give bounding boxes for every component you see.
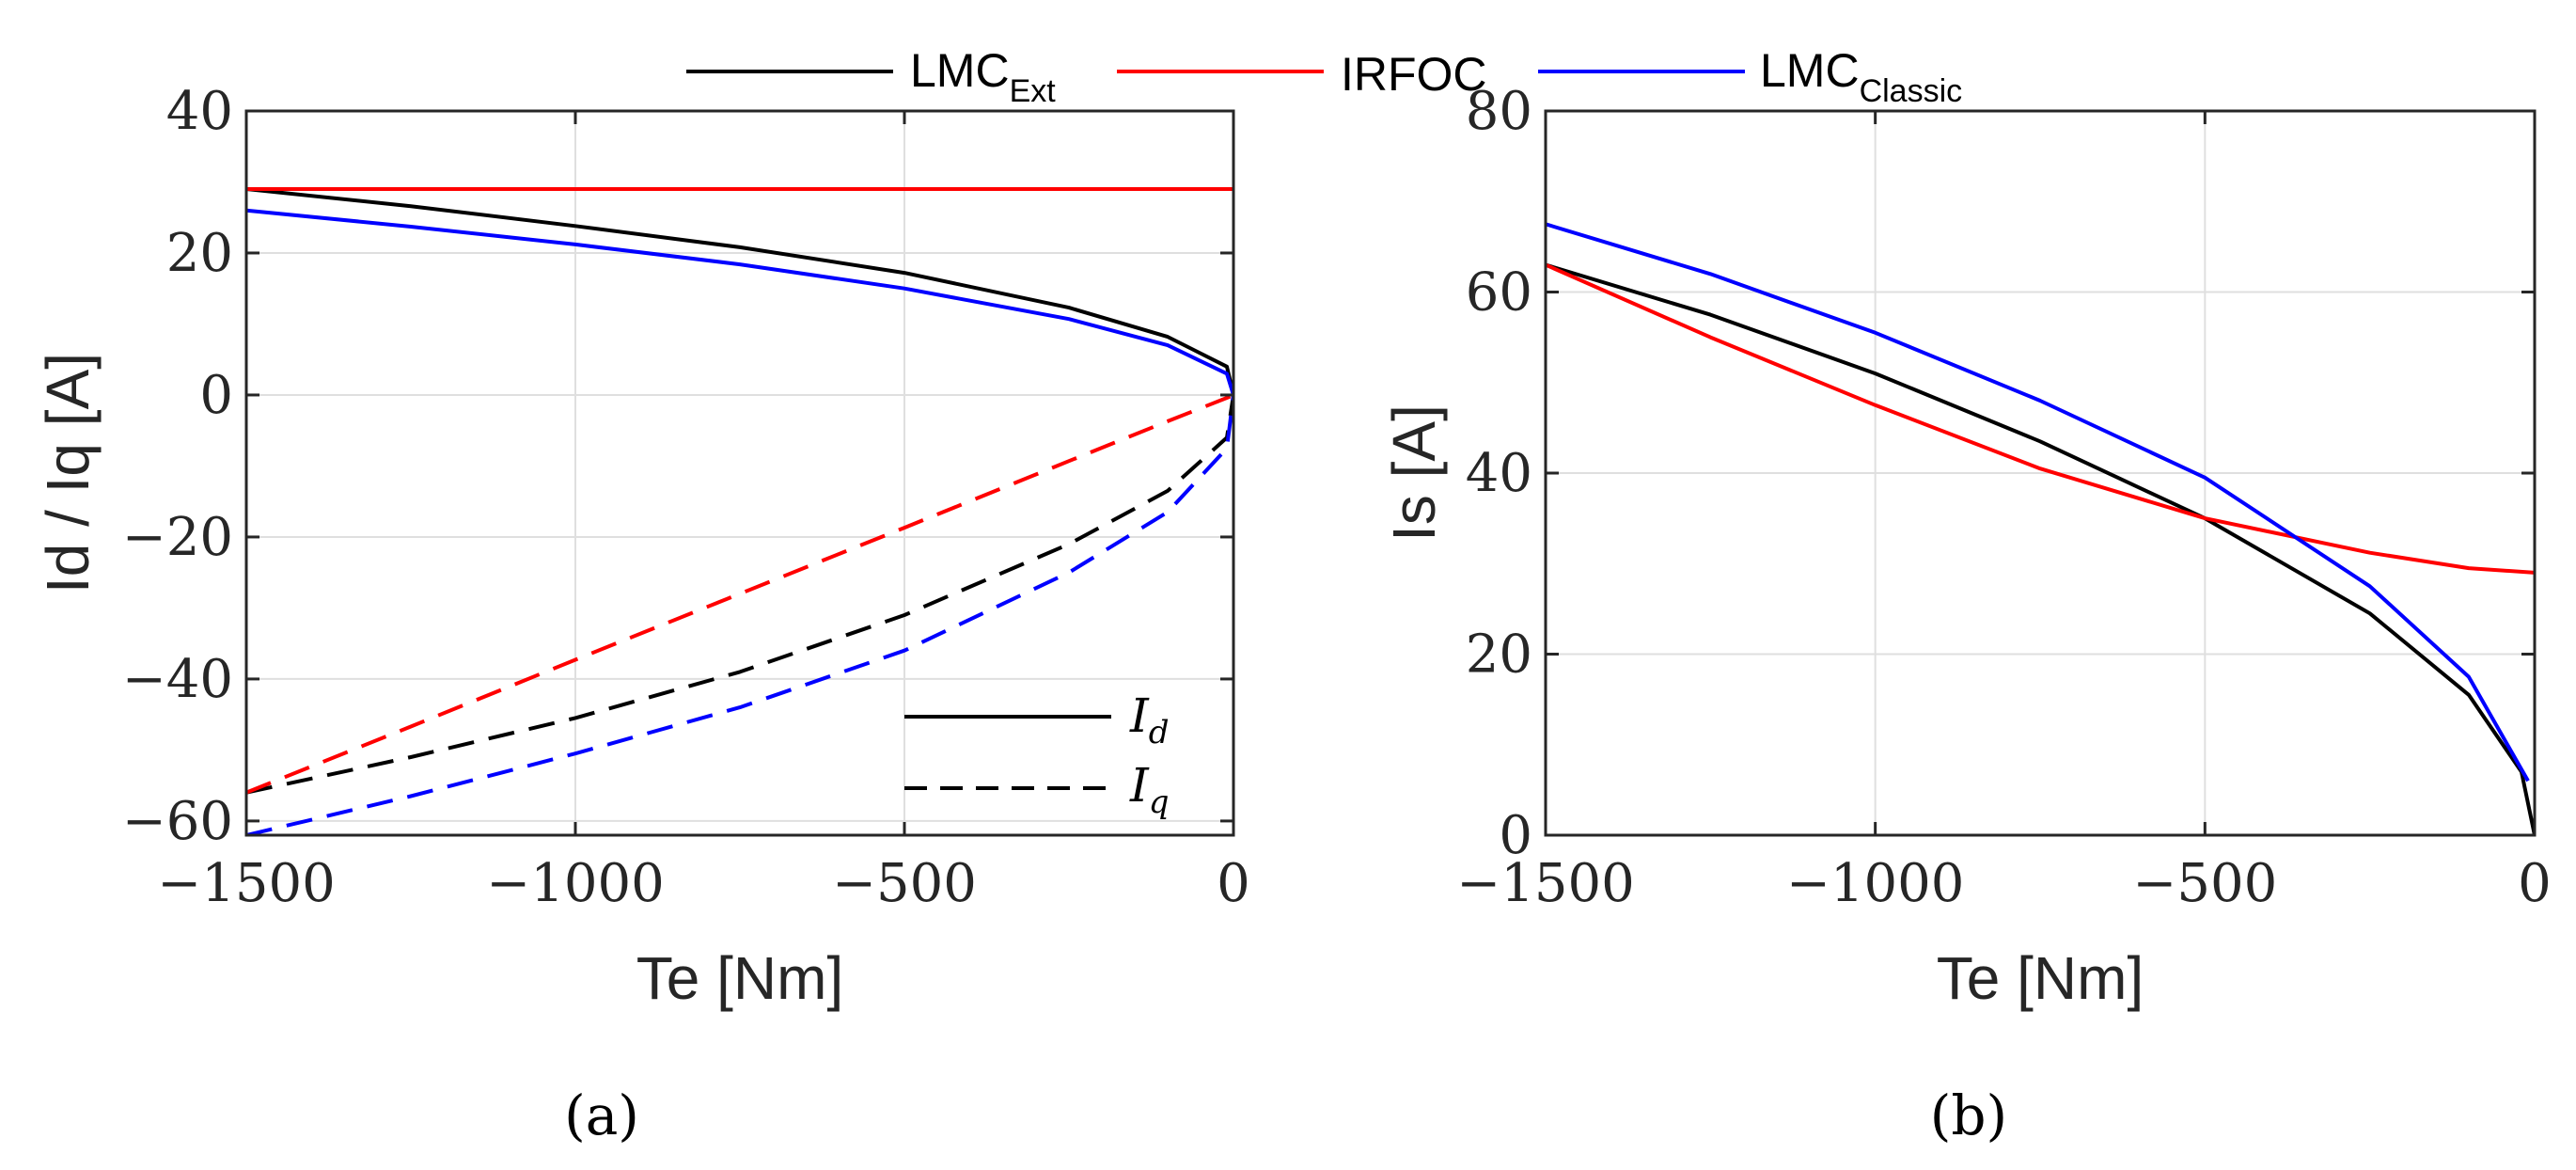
series-line-lmc-classic-iq bbox=[246, 394, 1233, 835]
y-axis-label: Id / Iq [A] bbox=[34, 353, 102, 593]
legend-entry-lmc-classic: LMCClassic bbox=[1538, 44, 1962, 109]
series-line-irfoc-iq bbox=[246, 393, 1233, 795]
style-legend-label-iq: Iq bbox=[1129, 758, 1170, 821]
legend-label-lmc-classic: LMCClassic bbox=[1760, 44, 1962, 109]
top-legend: LMCExt IRFOC LMCClassic bbox=[686, 44, 1962, 109]
series-line-lmc-ext bbox=[1546, 262, 2535, 835]
y-tick-label: 0 bbox=[199, 365, 233, 426]
series-line-lmc-ext-iq bbox=[246, 394, 1233, 795]
legend-entry-lmc-ext: LMCExt bbox=[686, 44, 1056, 109]
y-tick-label: 20 bbox=[1466, 625, 1532, 686]
chart-panel-a: −1500 −1000 −500 0 −60 −40 −20 0 20 40 Te [Nm] Id /… bbox=[34, 81, 1250, 1147]
x-tick-label: −1500 bbox=[1456, 853, 1634, 914]
series-line-irfoc bbox=[1546, 262, 2535, 575]
x-tick-label: 0 bbox=[1217, 853, 1250, 914]
x-axis-label: Te [Nm] bbox=[636, 944, 843, 1012]
x-tick-label: 0 bbox=[2518, 853, 2552, 914]
y-tick-label: −40 bbox=[122, 649, 233, 710]
style-legend: Id Iq bbox=[904, 688, 1170, 821]
y-tick-label: 20 bbox=[166, 223, 233, 284]
chart-panel-b: −1500 −1000 −500 0 0 20 40 60 80 Te [Nm] Is [A] (b) bbox=[1380, 81, 2552, 1147]
y-axis-label: Is [A] bbox=[1380, 404, 1448, 542]
axes-box bbox=[244, 109, 1235, 837]
panel-caption: (a) bbox=[564, 1083, 639, 1147]
legend-entry-irfoc: IRFOC bbox=[1117, 48, 1487, 101]
legend-label-lmc-ext: LMCExt bbox=[910, 44, 1056, 109]
y-tick-label: −20 bbox=[122, 507, 233, 568]
y-tick-label: −60 bbox=[122, 791, 233, 852]
y-tick-label: 0 bbox=[1499, 805, 1532, 866]
panel-caption: (b) bbox=[1930, 1083, 2007, 1147]
x-tick-label: −1000 bbox=[1786, 853, 1964, 914]
series-group bbox=[1546, 222, 2535, 835]
x-tick-label: −500 bbox=[832, 853, 977, 914]
series-line-lmc-classic bbox=[1546, 222, 2530, 783]
x-tick-label: −1500 bbox=[157, 853, 335, 914]
x-tick-label: −1000 bbox=[486, 853, 664, 914]
y-tick-label: 40 bbox=[1466, 443, 1532, 504]
series-line-lmc-classic-id bbox=[246, 208, 1233, 396]
y-tick-label: 40 bbox=[166, 81, 233, 142]
style-legend-label-id: Id bbox=[1129, 688, 1170, 751]
series-group bbox=[246, 187, 1233, 835]
series-line-lmc-ext-id bbox=[246, 187, 1233, 396]
legend-label-irfoc: IRFOC bbox=[1341, 48, 1487, 101]
x-axis-label: Te [Nm] bbox=[1937, 944, 2144, 1012]
x-tick-label: −500 bbox=[2132, 853, 2277, 914]
y-tick-label: 80 bbox=[1466, 81, 1532, 142]
y-tick-label: 60 bbox=[1466, 262, 1532, 324]
